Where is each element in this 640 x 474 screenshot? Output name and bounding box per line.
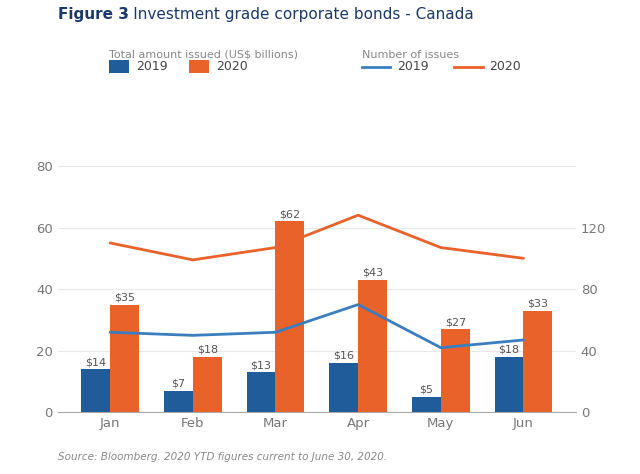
Bar [81,369,110,412]
Text: - Investment grade corporate bonds - Canada: - Investment grade corporate bonds - Can… [118,7,474,22]
Bar [110,305,139,412]
Text: $13: $13 [250,360,271,370]
Bar [329,363,358,412]
Text: Number of issues: Number of issues [362,50,459,60]
Text: $5: $5 [419,385,433,395]
Bar [275,221,305,412]
Text: $18: $18 [499,345,520,355]
Text: $62: $62 [280,209,301,219]
Text: $16: $16 [333,351,354,361]
Text: $7: $7 [172,379,186,389]
Text: $43: $43 [362,268,383,278]
Text: 2020: 2020 [490,60,522,73]
Text: $14: $14 [85,357,106,367]
Bar [412,397,441,412]
Bar [164,391,193,412]
Text: 2020: 2020 [216,60,248,73]
Bar [193,357,221,412]
Text: $35: $35 [114,292,135,302]
Text: $33: $33 [527,299,548,309]
Text: Source: Bloomberg. 2020 YTD figures current to June 30, 2020.: Source: Bloomberg. 2020 YTD figures curr… [58,452,387,462]
Text: $18: $18 [196,345,218,355]
Text: 2019: 2019 [136,60,167,73]
Text: $27: $27 [445,317,466,327]
Text: Figure 3: Figure 3 [58,7,129,22]
Bar [358,280,387,412]
Text: 2019: 2019 [397,60,428,73]
Bar [524,311,552,412]
Bar [441,329,470,412]
Bar [246,373,275,412]
Text: Total amount issued (US$ billions): Total amount issued (US$ billions) [109,50,298,60]
Bar [495,357,524,412]
